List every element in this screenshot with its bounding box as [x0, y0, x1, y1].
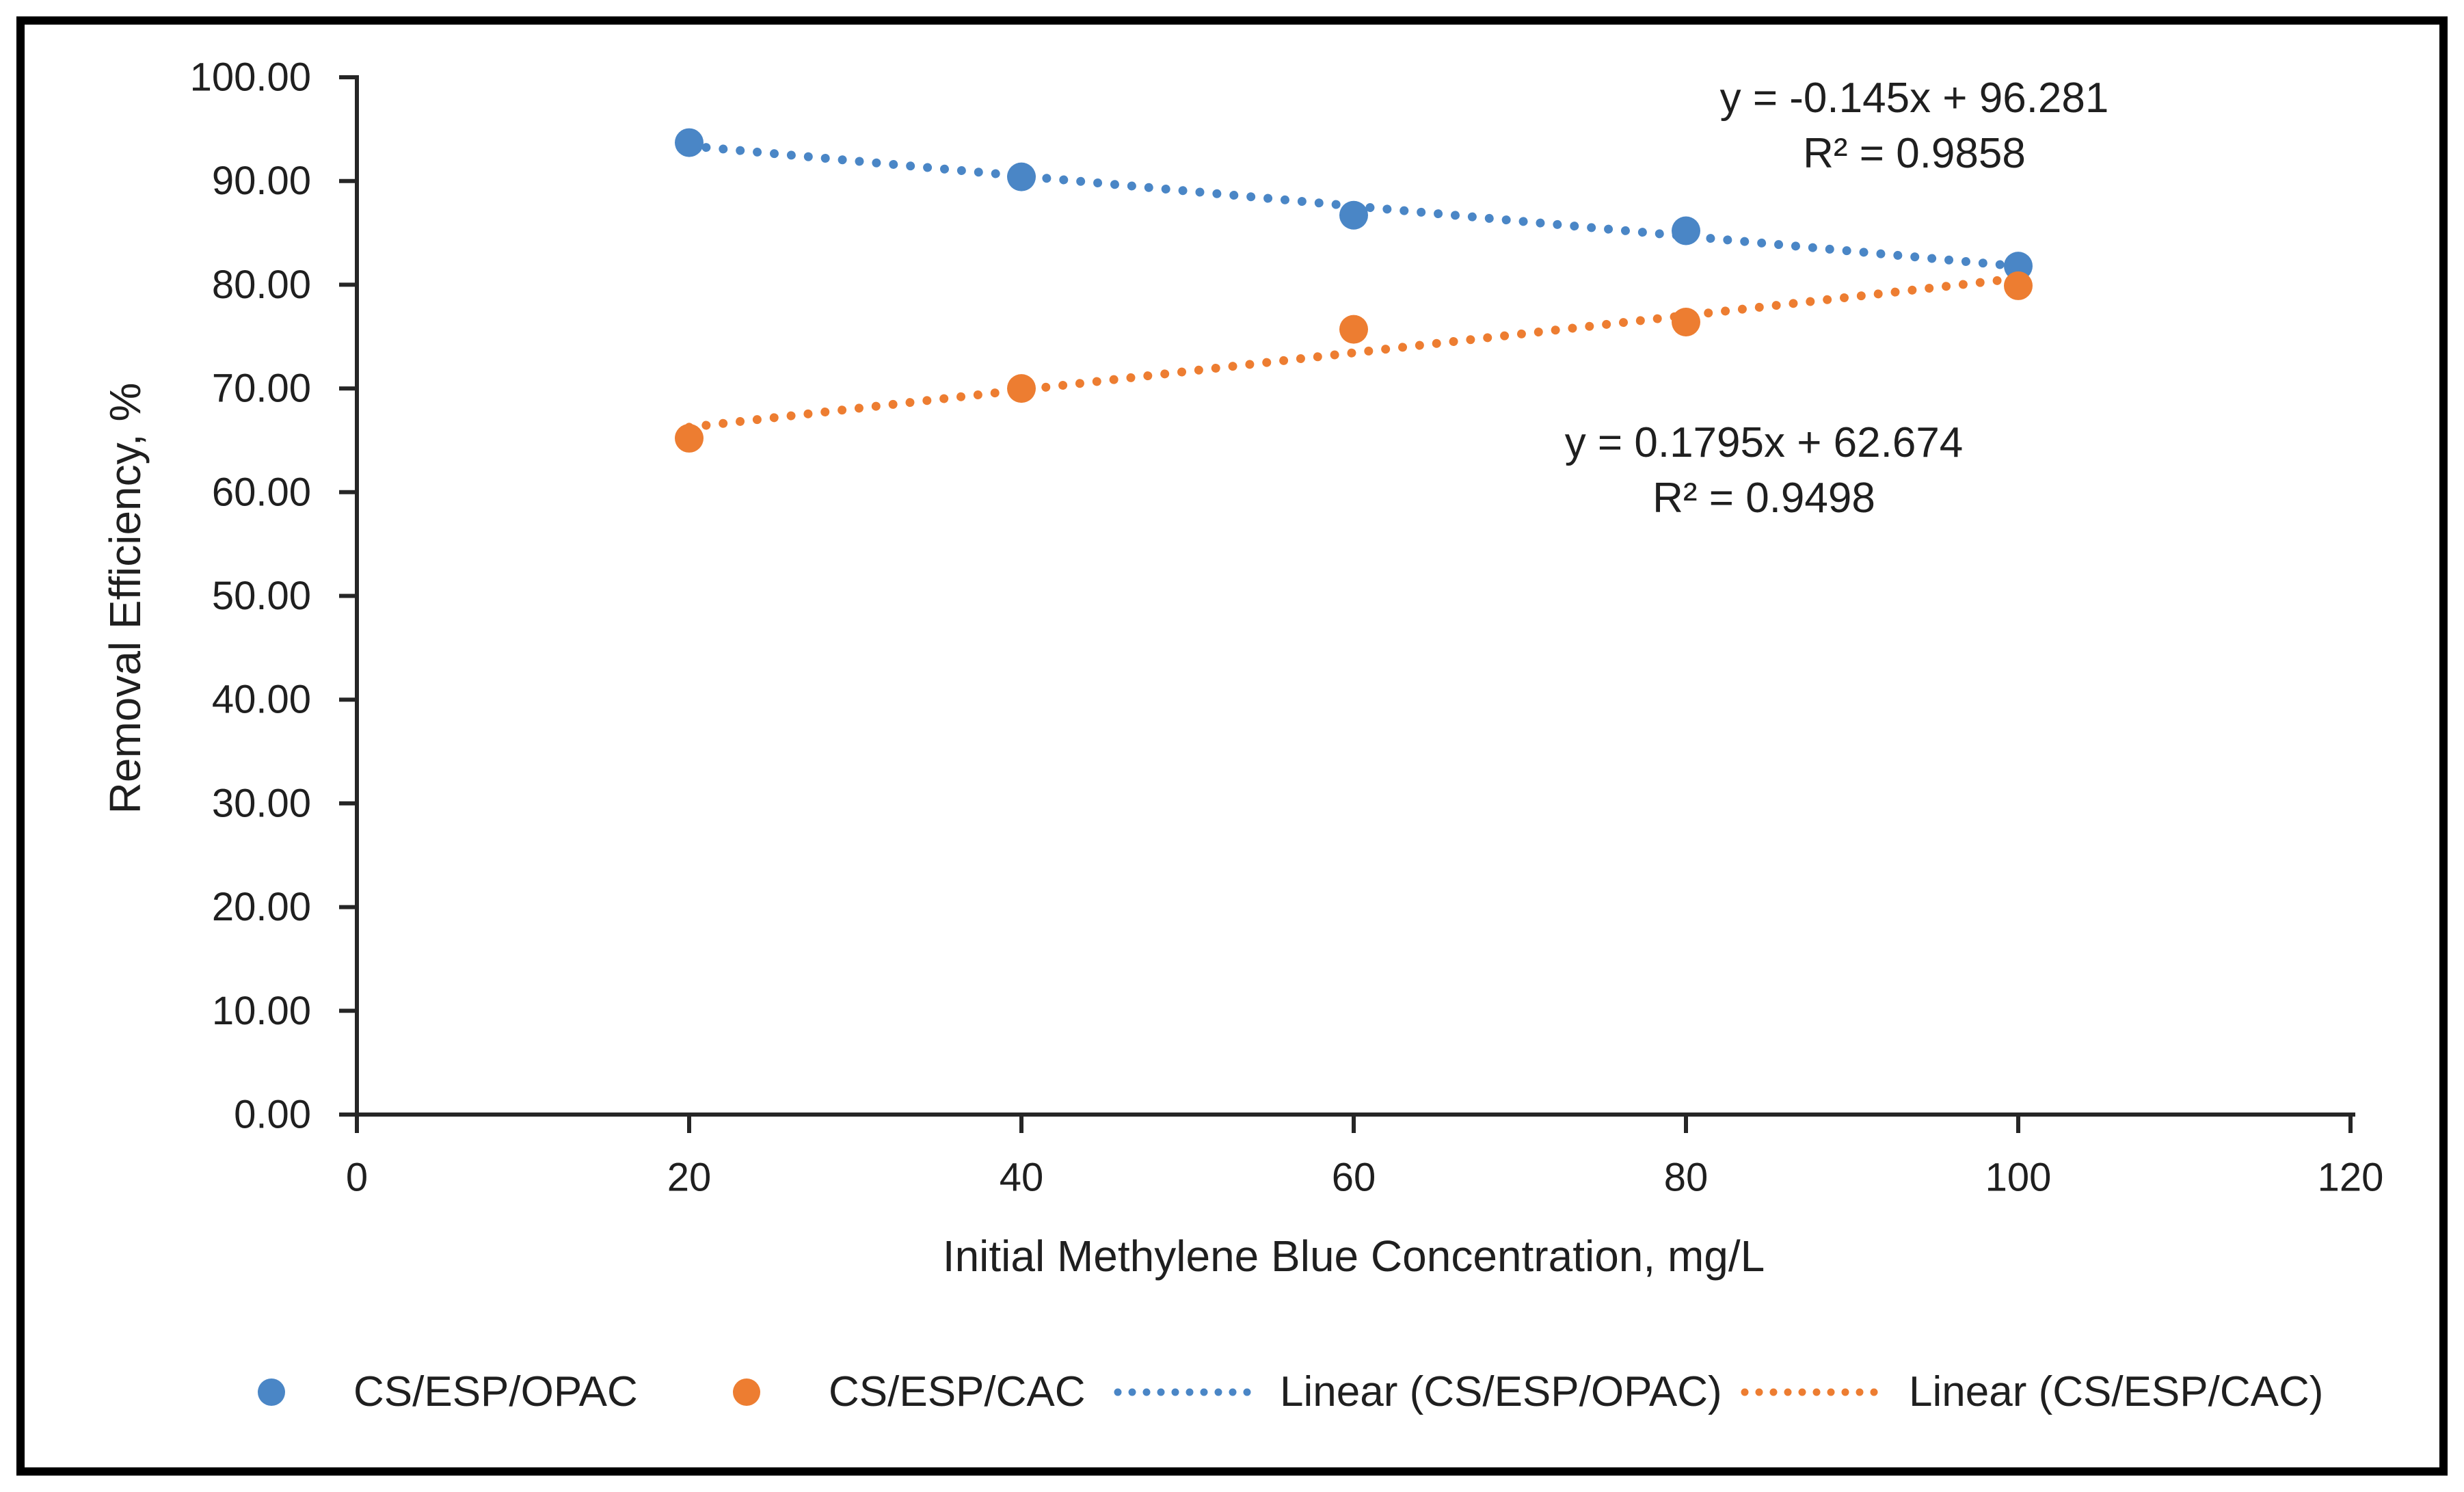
x-tick-label: 0	[346, 1156, 368, 1200]
y-tick-label: 70.00	[212, 367, 311, 411]
x-tick-label: 120	[2318, 1156, 2384, 1200]
y-tick-label: 80.00	[212, 263, 311, 307]
y-tick-label: 100.00	[190, 55, 311, 100]
equation-text: y = 0.1795x + 62.674	[1564, 419, 1964, 466]
y-tick-label: 90.00	[212, 159, 311, 203]
x-tick-label: 60	[1332, 1156, 1376, 1200]
legend-marker-cac	[733, 1378, 760, 1406]
y-tick-label: 30.00	[212, 781, 311, 825]
data-points-layer	[675, 128, 2033, 453]
data-point-cs-esp-cac	[1007, 374, 1036, 403]
y-tick-label: 0.00	[234, 1093, 311, 1137]
data-point-cs-esp-opac	[1339, 200, 1368, 230]
legend-marker-opac	[258, 1378, 285, 1406]
data-point-cs-esp-opac	[1672, 216, 1700, 245]
legend-label-linear-opac: Linear (CS/ESP/OPAC)	[1280, 1368, 1722, 1415]
y-axis-title: Removal Efficiency, %	[101, 382, 150, 814]
trendline-equation-cac: y = 0.1795x + 62.674 R² = 0.9498	[1422, 415, 2106, 526]
x-tick-label: 20	[667, 1156, 712, 1200]
data-point-cs-esp-cac	[1672, 308, 1700, 337]
y-tick-label: 10.00	[212, 989, 311, 1033]
trendlines-layer	[684, 141, 2023, 432]
legend-label-linear-cac: Linear (CS/ESP/CAC)	[1909, 1368, 2324, 1415]
trendline-equation-opac: y = -0.145x + 96.281 R² = 0.9858	[1572, 70, 2256, 181]
r-squared-text: R² = 0.9498	[1652, 475, 1875, 522]
legend-label-cac: CS/ESP/CAC	[829, 1368, 1086, 1415]
axes-layer	[339, 75, 2355, 1133]
legend-markers-layer	[258, 1378, 1892, 1406]
data-point-cs-esp-cac	[675, 423, 704, 453]
y-tick-label: 40.00	[212, 678, 311, 722]
legend-label-opac: CS/ESP/OPAC	[353, 1368, 638, 1415]
data-point-cs-esp-cac	[2004, 271, 2033, 300]
x-axis-title: Initial Methylene Blue Concentration, mg…	[942, 1231, 1765, 1281]
r-squared-text: R² = 0.9858	[1803, 130, 2026, 177]
data-point-cs-esp-opac	[675, 128, 704, 157]
trendline-cs-esp-cac	[684, 274, 2023, 432]
data-point-cs-esp-opac	[2004, 252, 2033, 281]
y-tick-label: 50.00	[212, 574, 311, 618]
x-tick-label: 100	[1985, 1156, 2052, 1200]
y-tick-label: 20.00	[212, 885, 311, 929]
data-point-cs-esp-opac	[1007, 162, 1036, 191]
x-tick-label: 40	[1000, 1156, 1044, 1200]
x-tick-label: 80	[1664, 1156, 1709, 1200]
data-point-cs-esp-cac	[1339, 315, 1368, 344]
equation-text: y = -0.145x + 96.281	[1719, 75, 2109, 122]
tick-labels-layer: 0.00 10.00 20.00 30.00 40.00 50.00 60.00 70.00 8…	[190, 55, 2384, 1200]
y-tick-label: 60.00	[212, 470, 311, 514]
